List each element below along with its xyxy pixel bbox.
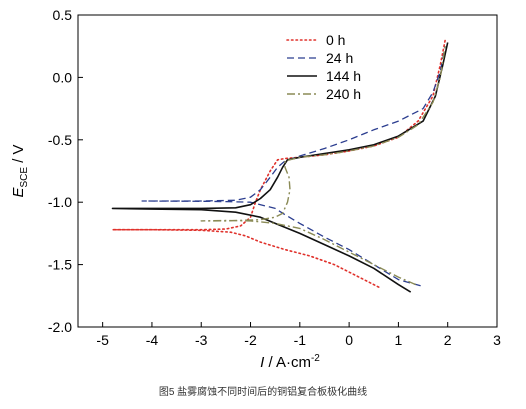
legend: 0 h 24 h 144 h 240 h xyxy=(286,32,361,102)
x-tick-label: 2 xyxy=(444,332,452,348)
y-label-italic: E xyxy=(10,187,27,198)
x-tick-label: -2 xyxy=(244,332,257,348)
plot-frame xyxy=(77,14,498,328)
y-tick-label: 0.0 xyxy=(53,69,73,85)
legend-label: 24 h xyxy=(326,50,353,66)
y-axis: 0.5 0.0 -0.5 -1.0 -1.5 -2.0 xyxy=(48,7,83,335)
curves-layer xyxy=(111,39,449,293)
x-axis-label: I / A·cm-2 xyxy=(260,353,320,371)
x-label-text: / A·cm xyxy=(264,354,311,371)
x-tick-label: 0 xyxy=(345,332,353,348)
x-tick-label: -4 xyxy=(146,332,159,348)
legend-label: 240 h xyxy=(326,86,361,102)
y-label-sub: SCE xyxy=(19,167,30,188)
series-line-1 xyxy=(141,46,446,287)
y-tick-label: -0.5 xyxy=(48,132,72,148)
y-tick-label: 0.5 xyxy=(53,7,73,23)
y-label-text: / V xyxy=(10,144,27,167)
series-line-2 xyxy=(111,42,449,293)
y-tick-label: -1.5 xyxy=(48,257,72,273)
figure-caption: 图5 盐雾腐蚀不同时间后的铜铝复合板极化曲线 xyxy=(158,387,368,398)
legend-label: 0 h xyxy=(326,32,345,48)
x-tick-label: 3 xyxy=(493,332,501,348)
x-tick-label: -1 xyxy=(294,332,307,348)
y-tick-label: -1.0 xyxy=(48,194,72,210)
y-axis-label: ESCE / V xyxy=(10,144,30,197)
series-line-3 xyxy=(200,46,446,286)
x-tick-label: 1 xyxy=(395,332,403,348)
x-label-sup: -2 xyxy=(311,353,320,364)
legend-label: 144 h xyxy=(326,68,361,84)
series-line-0 xyxy=(111,39,446,288)
x-axis: -5 -4 -3 -2 -1 0 1 2 3 xyxy=(96,322,501,348)
x-tick-label: -3 xyxy=(195,332,208,348)
x-label-italic: I xyxy=(260,354,264,371)
y-tick-label: -2.0 xyxy=(48,319,72,335)
x-tick-label: -5 xyxy=(96,332,109,348)
